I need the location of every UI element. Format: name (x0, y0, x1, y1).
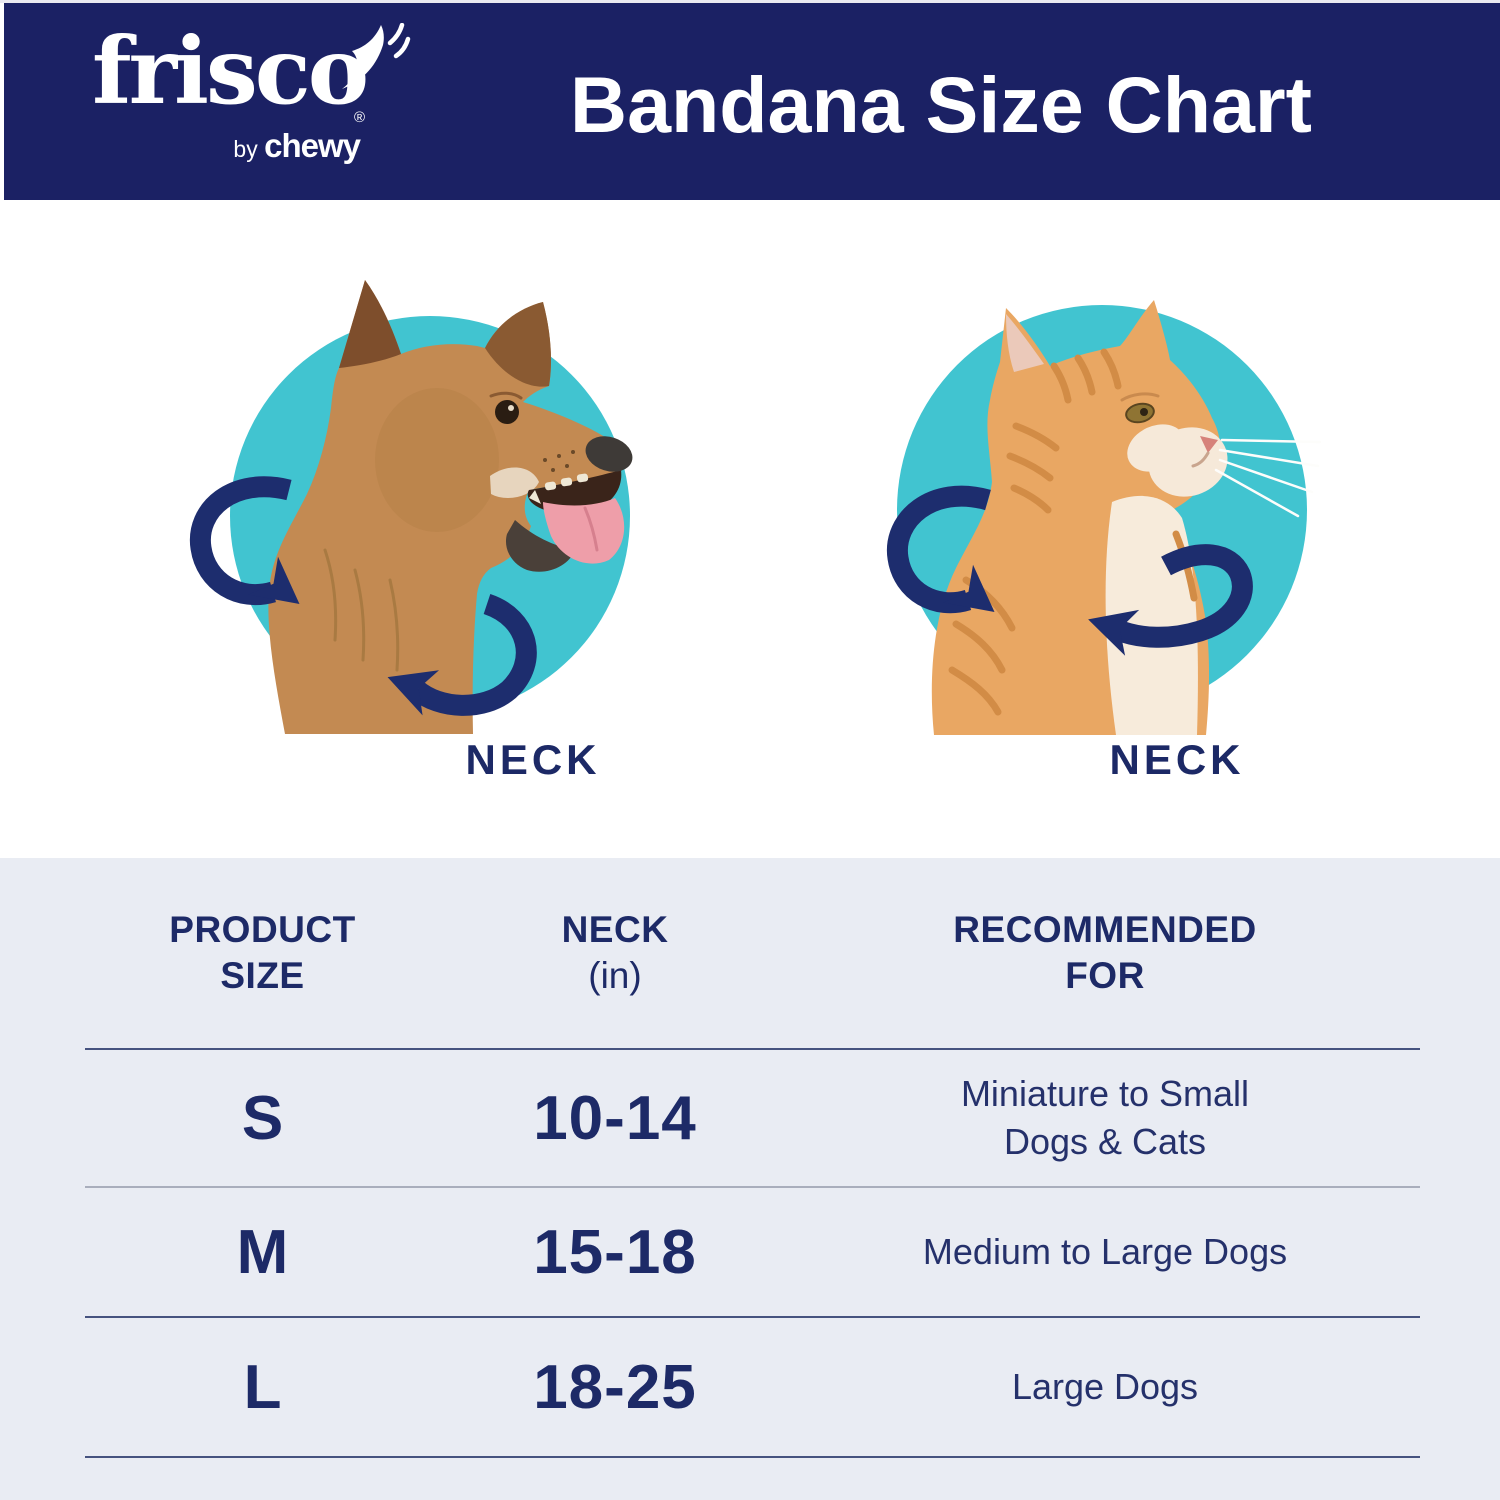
column-header-recommended-for: RECOMMENDED FOR (790, 858, 1420, 1050)
table-row-s-neck: 10-14 (440, 1050, 790, 1188)
column-header-product-size: PRODUCT SIZE (85, 858, 440, 1050)
frisco-wordmark: frisco (92, 17, 369, 125)
size-table: PRODUCT SIZE NECK (in) RECOMMENDED FOR S… (85, 858, 1420, 1458)
header: frisco ® by chewy Bandana Size Chart (4, 3, 1500, 200)
column-header-neck-in: NECK (in) (440, 858, 790, 1050)
chewy-wordmark: chewy (264, 127, 361, 164)
dog-photo (189, 280, 633, 734)
neck-measure-arrow-icon (189, 476, 537, 716)
size-table-section: PRODUCT SIZE NECK (in) RECOMMENDED FOR S… (0, 858, 1500, 1500)
neck-measure-arrow-icon (886, 485, 1253, 648)
frisco-tail-swoosh-icon (342, 23, 411, 89)
table-row-m-size: M (85, 1188, 440, 1318)
cat-photo (886, 300, 1322, 735)
table-row-m-recommended: Medium to Large Dogs (790, 1188, 1420, 1318)
table-row-l-neck: 18-25 (440, 1318, 790, 1458)
top-border (0, 0, 1500, 3)
table-row-l-recommended: Large Dogs (790, 1318, 1420, 1458)
byline-by: by (233, 136, 265, 162)
table-row-l-size: L (85, 1318, 440, 1458)
byline: by chewy (92, 127, 361, 165)
dog-neck-label: NECK (465, 736, 601, 783)
table-row-s-recommended: Miniature to Small Dogs & Cats (790, 1050, 1420, 1188)
frisco-by-chewy-logo: frisco ® by chewy (92, 17, 411, 185)
registered-mark: ® (354, 109, 366, 126)
page-title: Bandana Size Chart (570, 60, 1312, 149)
cat-neck-label: NECK (1109, 736, 1245, 783)
table-row-m-neck: 15-18 (440, 1188, 790, 1318)
table-row-s-size: S (85, 1050, 440, 1188)
